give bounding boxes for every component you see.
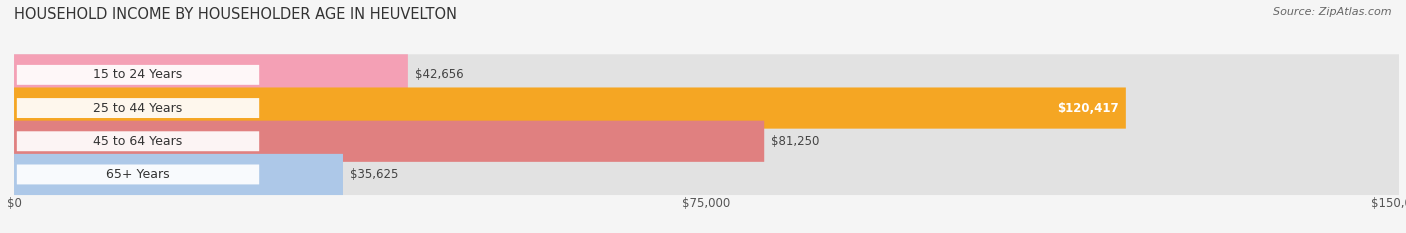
FancyBboxPatch shape bbox=[14, 54, 1399, 96]
FancyBboxPatch shape bbox=[17, 98, 259, 118]
Text: 25 to 44 Years: 25 to 44 Years bbox=[93, 102, 183, 115]
FancyBboxPatch shape bbox=[14, 54, 408, 96]
Text: HOUSEHOLD INCOME BY HOUSEHOLDER AGE IN HEUVELTON: HOUSEHOLD INCOME BY HOUSEHOLDER AGE IN H… bbox=[14, 7, 457, 22]
Text: 45 to 64 Years: 45 to 64 Years bbox=[93, 135, 183, 148]
FancyBboxPatch shape bbox=[14, 154, 343, 195]
FancyBboxPatch shape bbox=[17, 164, 259, 185]
FancyBboxPatch shape bbox=[17, 131, 259, 151]
Text: 15 to 24 Years: 15 to 24 Years bbox=[93, 68, 183, 81]
Text: $35,625: $35,625 bbox=[350, 168, 398, 181]
Text: $120,417: $120,417 bbox=[1057, 102, 1119, 115]
FancyBboxPatch shape bbox=[14, 87, 1126, 129]
Text: 65+ Years: 65+ Years bbox=[107, 168, 170, 181]
Text: $81,250: $81,250 bbox=[770, 135, 820, 148]
Text: $42,656: $42,656 bbox=[415, 68, 464, 81]
FancyBboxPatch shape bbox=[14, 154, 1399, 195]
FancyBboxPatch shape bbox=[17, 65, 259, 85]
Text: Source: ZipAtlas.com: Source: ZipAtlas.com bbox=[1274, 7, 1392, 17]
FancyBboxPatch shape bbox=[14, 121, 1399, 162]
FancyBboxPatch shape bbox=[14, 87, 1399, 129]
FancyBboxPatch shape bbox=[14, 121, 765, 162]
